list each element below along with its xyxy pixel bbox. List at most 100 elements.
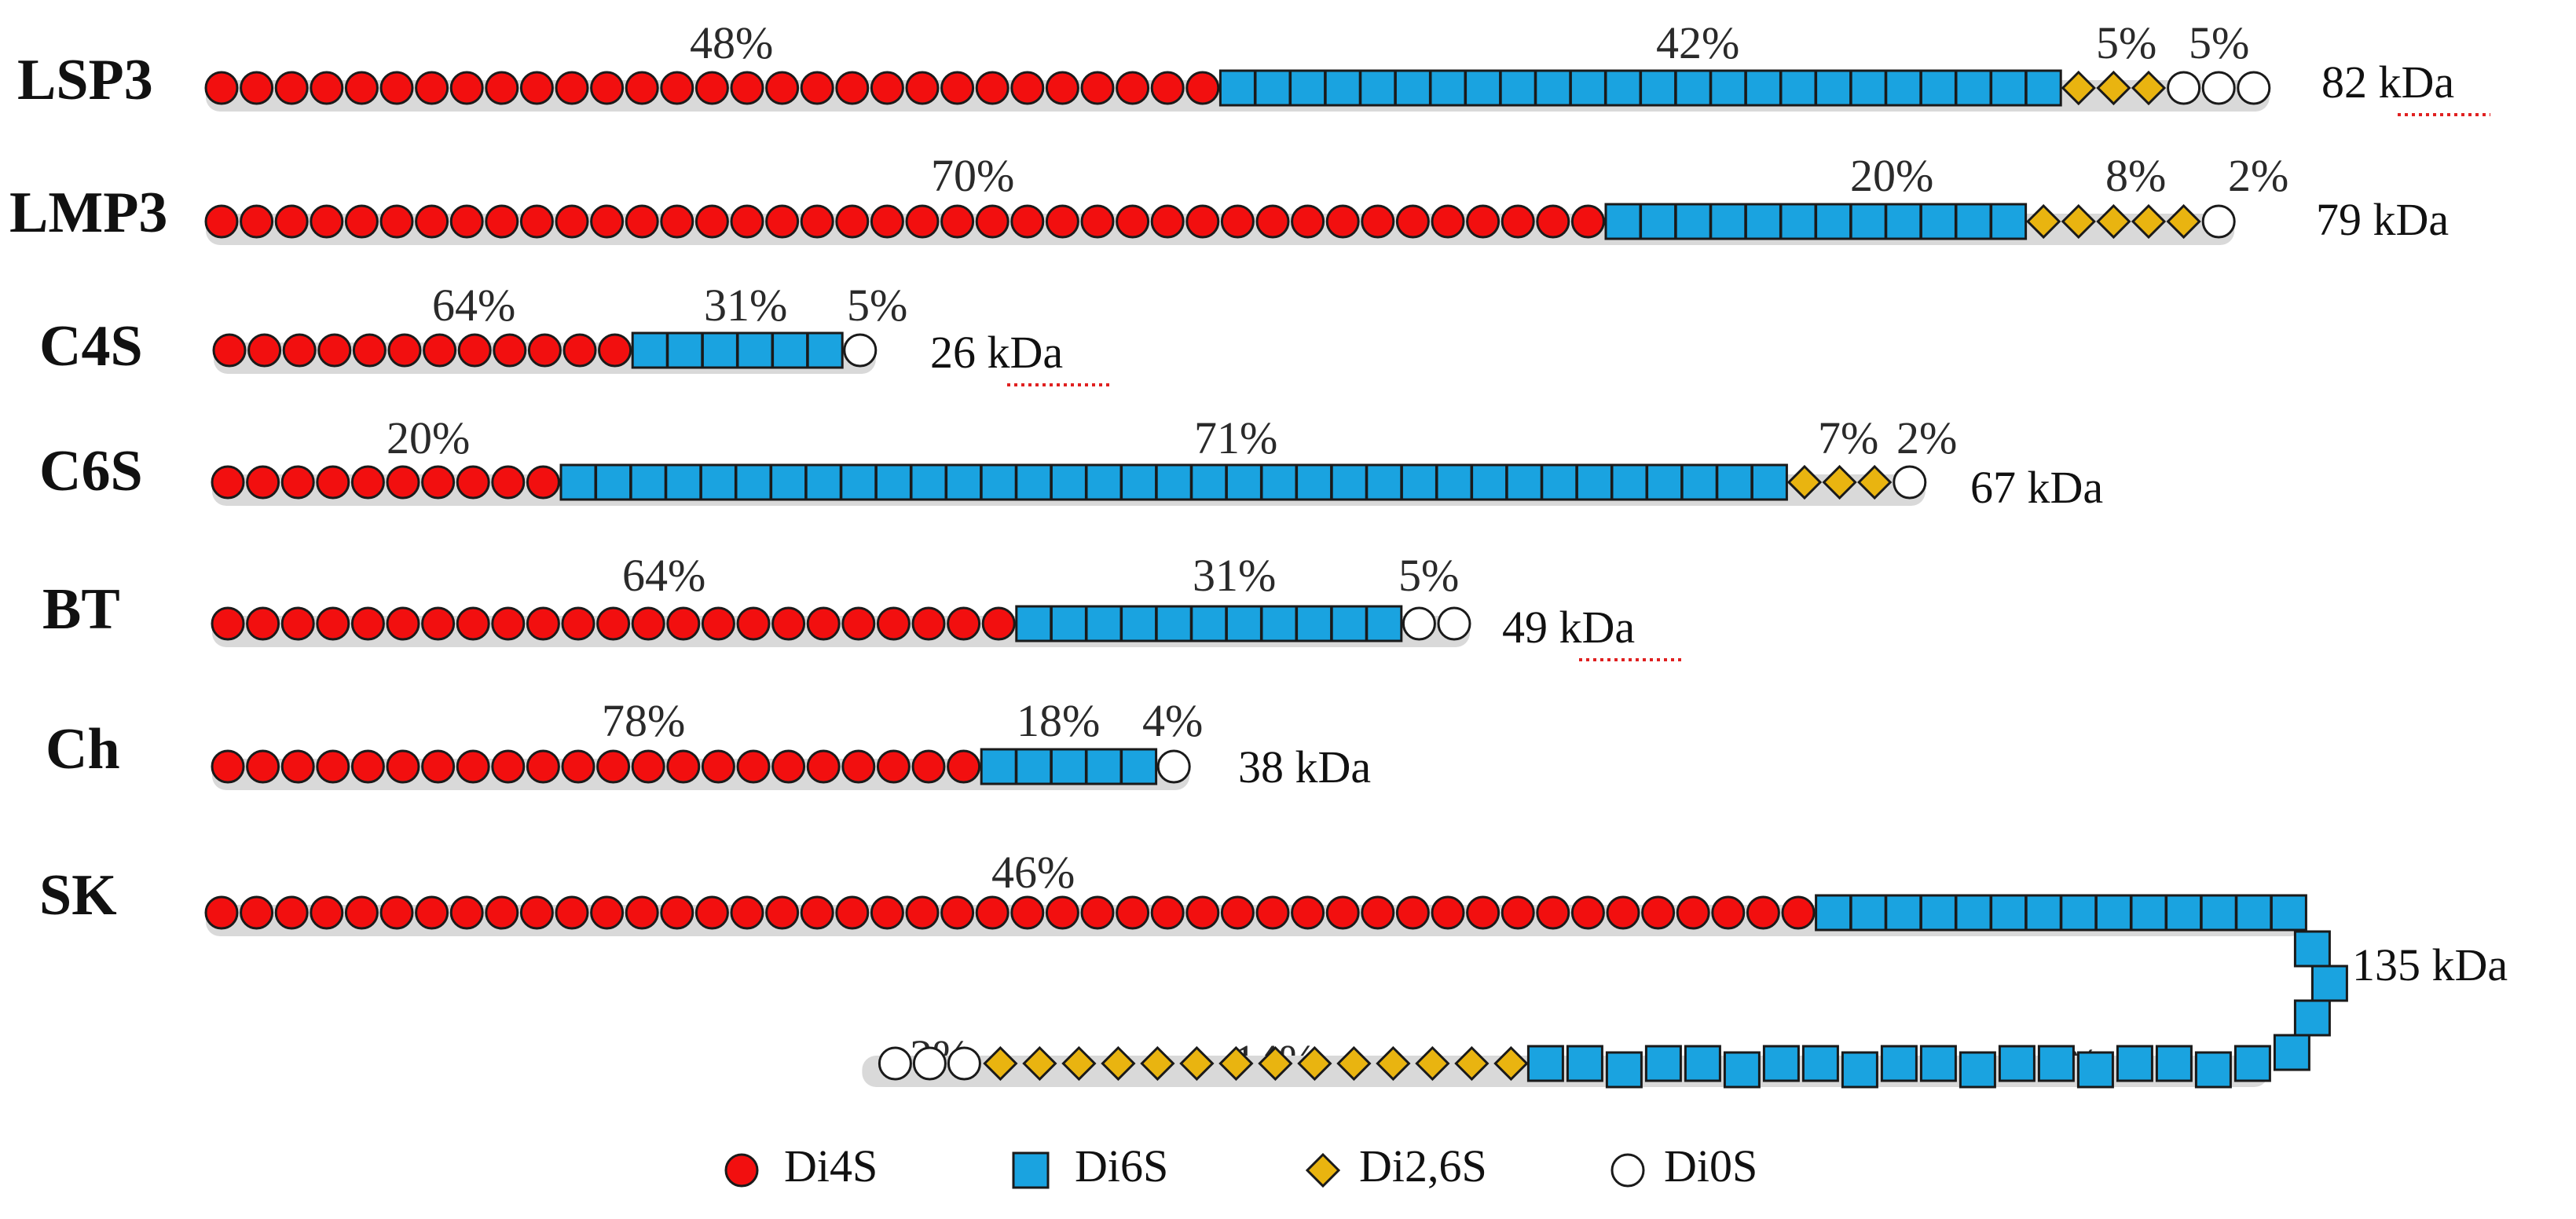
c6s-di6s-monomer xyxy=(665,463,702,501)
lsp3-di4s-monomer xyxy=(274,71,309,105)
c6s-di4s-monomer xyxy=(316,465,350,500)
lsp3-di6s-monomer xyxy=(1464,69,1502,107)
c4s-di6s-monomer xyxy=(771,331,809,369)
lmp3-di4s-monomer xyxy=(555,204,589,239)
bt-di6s-monomer xyxy=(1050,605,1087,642)
lsp3-di6s-monomer xyxy=(1218,69,1256,107)
c6s-di6s-monomer xyxy=(1365,463,1403,501)
c4s-di4s-monomer xyxy=(212,333,247,368)
ch-di4s-monomer xyxy=(596,749,631,784)
bt-di4s-monomer xyxy=(491,606,526,641)
sk-di6s-monomer xyxy=(2293,930,2331,968)
ch-di6s-monomer xyxy=(1085,748,1123,785)
c6s-di6s-monomer xyxy=(1471,463,1508,501)
sk-di4s-monomer xyxy=(415,895,449,930)
bt-di4s-monomer xyxy=(701,606,735,641)
lmp3-di6s-monomer xyxy=(1640,203,1677,240)
sk-di26s-monomer xyxy=(983,1045,1018,1082)
lmp3-di4s-monomer xyxy=(1501,204,1535,239)
lmp3-di4s-monomer xyxy=(1431,204,1465,239)
sk-di6s-monomer xyxy=(2200,894,2237,932)
sk-di4s-monomer xyxy=(204,895,239,930)
ch-di4s-monomer xyxy=(561,749,595,784)
lmp3-di4s-monomer xyxy=(660,204,694,239)
lmp3-di4s-monomer xyxy=(1080,204,1115,239)
sk-di4s-monomer xyxy=(519,895,554,930)
sk-di6s-monomer xyxy=(1841,1051,1878,1089)
percent-label-lmp3-di4s: 70% xyxy=(931,150,1014,201)
row-label-ch: Ch xyxy=(46,717,120,782)
ch-di4s-monomer xyxy=(806,749,841,784)
c6s-di4s-monomer xyxy=(491,465,526,500)
lmp3-di26s-monomer xyxy=(2166,203,2201,240)
lsp3-di6s-monomer xyxy=(1955,69,1992,107)
ch-di4s-monomer xyxy=(666,749,701,784)
sk-di4s-monomer xyxy=(975,895,1010,930)
lsp3-di6s-monomer xyxy=(1359,69,1397,107)
lsp3-di6s-monomer xyxy=(1569,69,1607,107)
lmp3-di4s-monomer xyxy=(1325,204,1360,239)
lmp3-di6s-monomer xyxy=(1990,203,2028,240)
sk-di4s-monomer xyxy=(730,895,764,930)
c6s-di6s-monomer xyxy=(1050,463,1087,501)
lmp3-di4s-monomer xyxy=(800,204,834,239)
c6s-di6s-monomer xyxy=(1610,463,1648,501)
c6s-di6s-monomer xyxy=(1716,463,1753,501)
lmp3-di26s-monomer xyxy=(2131,203,2167,240)
sk-di4s-monomer xyxy=(1185,895,1220,930)
lsp3-di26s-monomer xyxy=(2061,70,2096,106)
percent-label-c4s-di0s: 5% xyxy=(847,280,907,331)
sk-di4s-monomer xyxy=(1291,895,1325,930)
sk-di6s-monomer xyxy=(2310,965,2348,1002)
ch-di4s-monomer xyxy=(631,749,665,784)
lmp3-di6s-monomer xyxy=(1744,203,1782,240)
sk-di26s-monomer xyxy=(1218,1045,1254,1082)
c6s-di6s-monomer xyxy=(1260,463,1298,501)
c6s-di6s-monomer xyxy=(1435,463,1473,501)
percent-label-ch-di6s: 18% xyxy=(1017,695,1100,746)
ch-di6s-monomer xyxy=(1050,748,1087,785)
sk-di6s-monomer xyxy=(1801,1045,1839,1082)
lsp3-di26s-monomer xyxy=(2096,70,2131,106)
sk-di4s-monomer xyxy=(1641,895,1676,930)
ch-di4s-monomer xyxy=(947,749,981,784)
lmp3-di4s-monomer xyxy=(835,204,870,239)
bt-di4s-monomer xyxy=(631,606,665,641)
sk-di4s-monomer xyxy=(1150,895,1185,930)
lsp3-di26s-monomer xyxy=(2131,70,2167,106)
sk-di6s-monomer xyxy=(2194,1051,2232,1089)
lsp3-di6s-monomer xyxy=(1815,69,1852,107)
lsp3-di4s-monomer xyxy=(240,71,274,105)
lmp3-di6s-monomer xyxy=(1779,203,1817,240)
c6s-di4s-monomer xyxy=(246,465,280,500)
sk-di26s-monomer xyxy=(1493,1045,1529,1082)
ch-di4s-monomer xyxy=(456,749,490,784)
lmp3-di4s-monomer xyxy=(1045,204,1079,239)
lmp3-di6s-monomer xyxy=(1815,203,1852,240)
sk-di4s-monomer xyxy=(1080,895,1115,930)
lsp3-di4s-monomer xyxy=(940,71,975,105)
sk-di4s-monomer xyxy=(1325,895,1360,930)
c4s-di4s-monomer xyxy=(317,333,352,368)
bt-di4s-monomer xyxy=(280,606,315,641)
sk-di4s-monomer xyxy=(1501,895,1535,930)
lmp3-di4s-monomer xyxy=(765,204,800,239)
sk-di0s-monomer xyxy=(947,1046,981,1081)
c6s-di4s-monomer xyxy=(421,465,456,500)
lmp3-di4s-monomer xyxy=(1150,204,1185,239)
sk-di4s-monomer xyxy=(1045,895,1079,930)
sk-di26s-monomer xyxy=(1061,1045,1097,1082)
c4s-di4s-monomer xyxy=(598,333,632,368)
sk-di6s-monomer xyxy=(2060,894,2098,932)
sk-di4s-monomer xyxy=(240,895,274,930)
sk-di0s-monomer xyxy=(878,1046,912,1081)
lsp3-di4s-monomer xyxy=(519,71,554,105)
sk-di26s-monomer xyxy=(1336,1045,1372,1082)
lsp3-di4s-monomer xyxy=(1116,71,1150,105)
c6s-di26s-monomer xyxy=(1786,464,1823,500)
ch-di6s-monomer xyxy=(980,748,1017,785)
sk-di4s-monomer xyxy=(1220,895,1255,930)
c6s-di4s-monomer xyxy=(280,465,315,500)
percent-label-lsp3-di6s: 42% xyxy=(1656,17,1739,68)
sk-di4s-monomer xyxy=(1431,895,1465,930)
